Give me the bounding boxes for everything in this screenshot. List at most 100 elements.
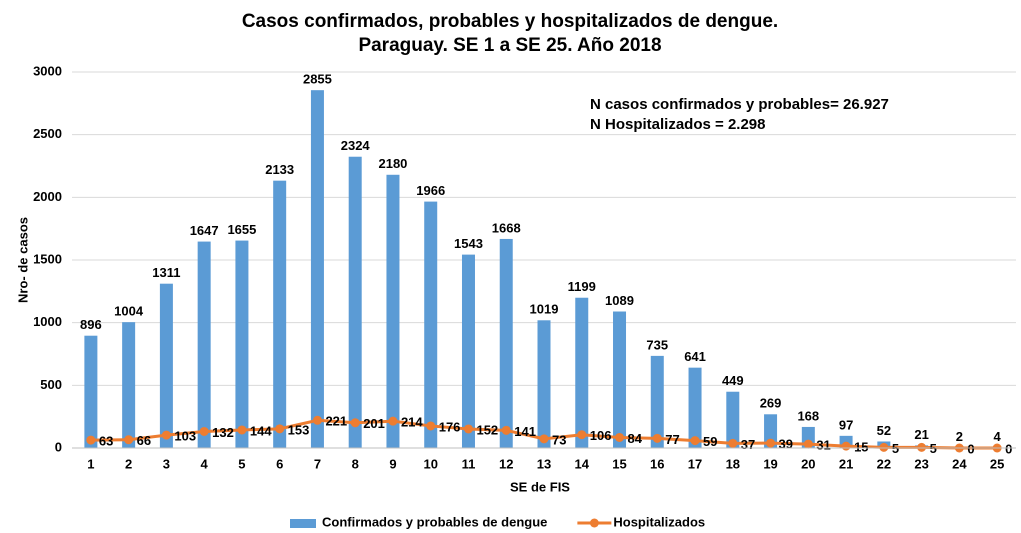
x-tick-label: 14 [575,456,590,471]
data-label: 106 [590,428,612,443]
marker [728,438,738,448]
x-tick-label: 2 [125,456,132,471]
data-label: 735 [646,337,668,352]
bar [688,367,702,448]
data-label: 59 [703,434,717,449]
data-label: 63 [99,434,113,449]
marker [161,430,171,440]
data-label: 1019 [530,302,559,317]
legend-swatch [589,518,599,528]
bar [650,355,664,448]
data-label: 641 [684,349,706,364]
x-tick-label: 6 [276,456,283,471]
bar [613,311,627,448]
data-label: 1199 [568,279,596,294]
data-label: 84 [628,431,643,446]
y-tick-label: 3000 [33,63,62,78]
marker [350,418,360,428]
bar [764,414,778,448]
data-label: 896 [80,317,102,332]
annotation: N casos confirmados y probables= 26.927 [590,96,889,113]
bar [424,201,438,448]
marker [690,436,700,446]
marker [463,424,473,434]
data-label: 15 [854,440,868,455]
bar [197,241,211,448]
y-tick-label: 2000 [33,189,62,204]
bar [273,180,287,448]
marker [917,442,927,452]
data-label: 152 [476,422,498,437]
data-label: 449 [722,373,744,388]
bar [348,156,362,448]
bar [461,254,475,448]
bar [235,240,249,448]
data-label: 0 [1005,441,1012,456]
data-label: 77 [665,432,679,447]
x-tick-label: 1 [87,456,94,471]
y-tick-label: 2500 [33,126,62,141]
bar [726,391,740,448]
data-label: 1655 [227,222,256,237]
x-tick-label: 9 [389,456,396,471]
marker [501,425,511,435]
y-tick-label: 1000 [33,314,62,329]
data-label: 153 [288,422,310,437]
data-label: 1004 [114,304,144,319]
data-label: 0 [967,441,974,456]
x-tick-label: 22 [877,456,891,471]
bar [84,335,98,448]
marker [841,441,851,451]
data-label: 66 [137,433,151,448]
y-axis-title: Nro- de casos [15,217,30,303]
marker [879,442,889,452]
bar [310,90,324,448]
data-label: 1543 [454,236,483,251]
x-tick-label: 23 [914,456,928,471]
marker [275,424,285,434]
x-tick-label: 21 [839,456,853,471]
bar [386,174,400,449]
data-label: 97 [839,417,853,432]
data-label: 132 [212,425,234,440]
bar [122,322,136,448]
y-tick-label: 0 [55,439,62,454]
chart-subtitle: Paraguay. SE 1 a SE 25. Año 2018 [358,35,661,56]
annotation: N Hospitalizados = 2.298 [590,116,765,133]
x-tick-label: 4 [201,456,209,471]
marker [426,421,436,431]
data-label: 176 [439,419,461,434]
data-label: 73 [552,432,566,447]
x-tick-label: 15 [612,456,626,471]
x-tick-label: 8 [352,456,359,471]
marker [539,434,549,444]
data-label: 1089 [605,293,634,308]
x-tick-label: 19 [763,456,777,471]
bar [499,238,513,448]
marker [86,435,96,445]
marker [615,432,625,442]
x-tick-label: 3 [163,456,170,471]
marker [577,430,587,440]
x-tick-label: 5 [238,456,245,471]
bar [159,283,173,448]
y-tick-label: 1500 [33,251,62,266]
marker [766,438,776,448]
x-tick-label: 17 [688,456,702,471]
legend-swatch [290,519,316,528]
x-tick-label: 13 [537,456,551,471]
bar [537,320,551,448]
legend-label: Hospitalizados [613,514,705,529]
x-tick-label: 10 [423,456,437,471]
marker [803,439,813,449]
x-tick-label: 25 [990,456,1004,471]
data-label: 144 [250,423,272,438]
marker [388,416,398,426]
x-tick-label: 24 [952,456,967,471]
data-label: 39 [779,437,793,452]
data-label: 2855 [303,72,332,87]
data-label: 269 [760,396,782,411]
data-label: 37 [741,437,755,452]
data-label: 52 [877,423,891,438]
